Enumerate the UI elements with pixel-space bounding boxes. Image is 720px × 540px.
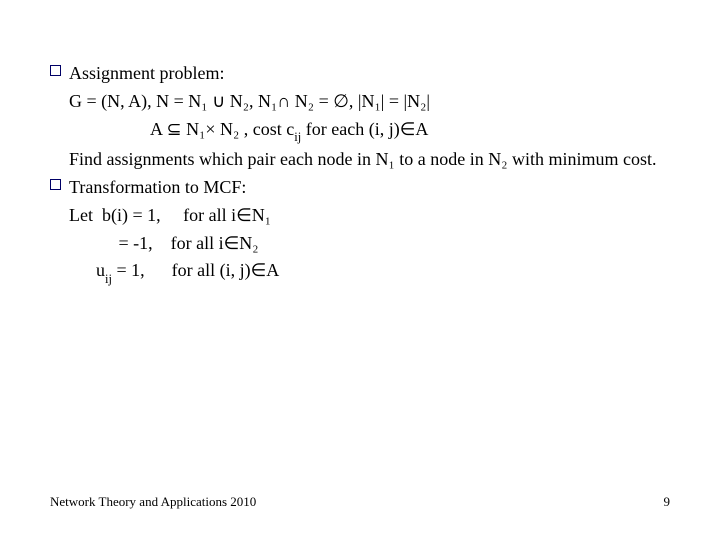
square-bullet-icon [50, 65, 61, 76]
arc-set-line: A ⊆ N₁× N₂ , cost cij for each (i, j)∈A [50, 116, 670, 146]
let-u-rest: = 1, for all (i, j)∈A [112, 260, 279, 280]
u-subscript: ij [105, 272, 112, 286]
bullet-item-transformation: Transformation to MCF: [50, 174, 670, 202]
arc-set-suffix: for each (i, j)∈A [301, 119, 428, 139]
footer: Network Theory and Applications 2010 9 [50, 494, 670, 510]
let-b2-line: = -1, for all i∈N₂ [50, 230, 670, 258]
bullet-item-assignment: Assignment problem: [50, 60, 670, 88]
let-b1-text: Let b(i) = 1, for all i∈N₁ [69, 205, 271, 225]
cost-subscript: ij [294, 130, 301, 144]
slide: Assignment problem: G = (N, A), N = N₁ ∪… [0, 0, 720, 540]
let-u-prefix: u [69, 260, 105, 280]
find-statement: Find assignments which pair each node in… [50, 146, 670, 174]
graph-definition-line: G = (N, A), N = N₁ ∪ N₂, N₁∩ N₂ = ∅, |N₁… [50, 88, 670, 116]
arc-set-prefix: A ⊆ N₁× N₂ , cost c [150, 119, 294, 139]
let-u-line: uij = 1, for all (i, j)∈A [50, 257, 670, 287]
slide-content: Assignment problem: G = (N, A), N = N₁ ∪… [50, 60, 670, 288]
let-b1-line: Let b(i) = 1, for all i∈N₁ [50, 202, 670, 230]
topic-title-2: Transformation to MCF: [69, 174, 246, 202]
topic-title-1: Assignment problem: [69, 60, 225, 88]
footer-left: Network Theory and Applications 2010 [50, 494, 256, 510]
let-b2-text: = -1, for all i∈N₂ [69, 233, 259, 253]
square-bullet-icon [50, 179, 61, 190]
page-number: 9 [664, 494, 671, 510]
